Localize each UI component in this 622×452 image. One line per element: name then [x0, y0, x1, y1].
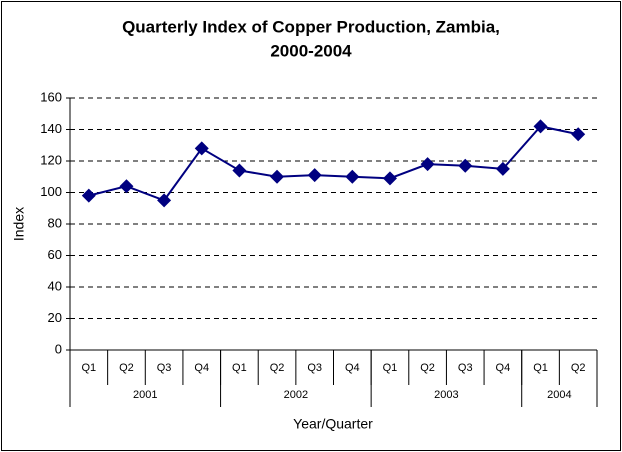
- marker: [458, 158, 473, 173]
- y-tick-label: 80: [48, 215, 62, 230]
- marker: [232, 163, 247, 178]
- x-tick-label: Q3: [307, 362, 322, 374]
- marker: [533, 119, 548, 134]
- marker: [495, 161, 510, 176]
- x-tick-label: Q2: [420, 362, 435, 374]
- marker: [194, 141, 209, 156]
- marker: [382, 171, 397, 186]
- y-tick-label: 40: [48, 278, 62, 293]
- x-tick-label: Q1: [533, 362, 548, 374]
- chart-title: Quarterly Index of Copper Production, Za…: [122, 17, 500, 36]
- chart-title: 2000-2004: [270, 41, 352, 60]
- y-tick-label: 0: [55, 341, 62, 356]
- marker: [571, 127, 586, 142]
- marker: [119, 179, 134, 194]
- x-tick-label: Q4: [345, 362, 360, 374]
- marker: [420, 157, 435, 172]
- x-tick-label: Q1: [383, 362, 398, 374]
- group-label: 2001: [133, 389, 157, 401]
- marker: [270, 169, 285, 184]
- x-tick-label: Q4: [194, 362, 209, 374]
- marker: [345, 169, 360, 184]
- y-tick-label: 120: [40, 152, 62, 167]
- x-tick-label: Q1: [81, 362, 96, 374]
- x-tick-label: Q2: [270, 362, 285, 374]
- x-tick-label: Q1: [232, 362, 247, 374]
- y-tick-label: 100: [40, 184, 62, 199]
- group-label: 2004: [547, 389, 571, 401]
- x-tick-label: Q2: [571, 362, 586, 374]
- y-tick-label: 60: [48, 247, 62, 262]
- y-tick-label: 20: [48, 310, 62, 325]
- x-tick-label: Q3: [458, 362, 473, 374]
- x-tick-label: Q2: [119, 362, 134, 374]
- x-tick-label: Q4: [496, 362, 511, 374]
- x-tick-label: Q3: [157, 362, 172, 374]
- marker: [81, 188, 96, 203]
- x-axis-label: Year/Quarter: [293, 416, 373, 432]
- y-tick-label: 160: [40, 89, 62, 104]
- y-axis-label: Index: [11, 207, 27, 241]
- marker: [307, 168, 322, 183]
- marker: [157, 193, 172, 208]
- y-tick-label: 140: [40, 121, 62, 136]
- group-label: 2002: [284, 389, 308, 401]
- group-label: 2003: [434, 389, 458, 401]
